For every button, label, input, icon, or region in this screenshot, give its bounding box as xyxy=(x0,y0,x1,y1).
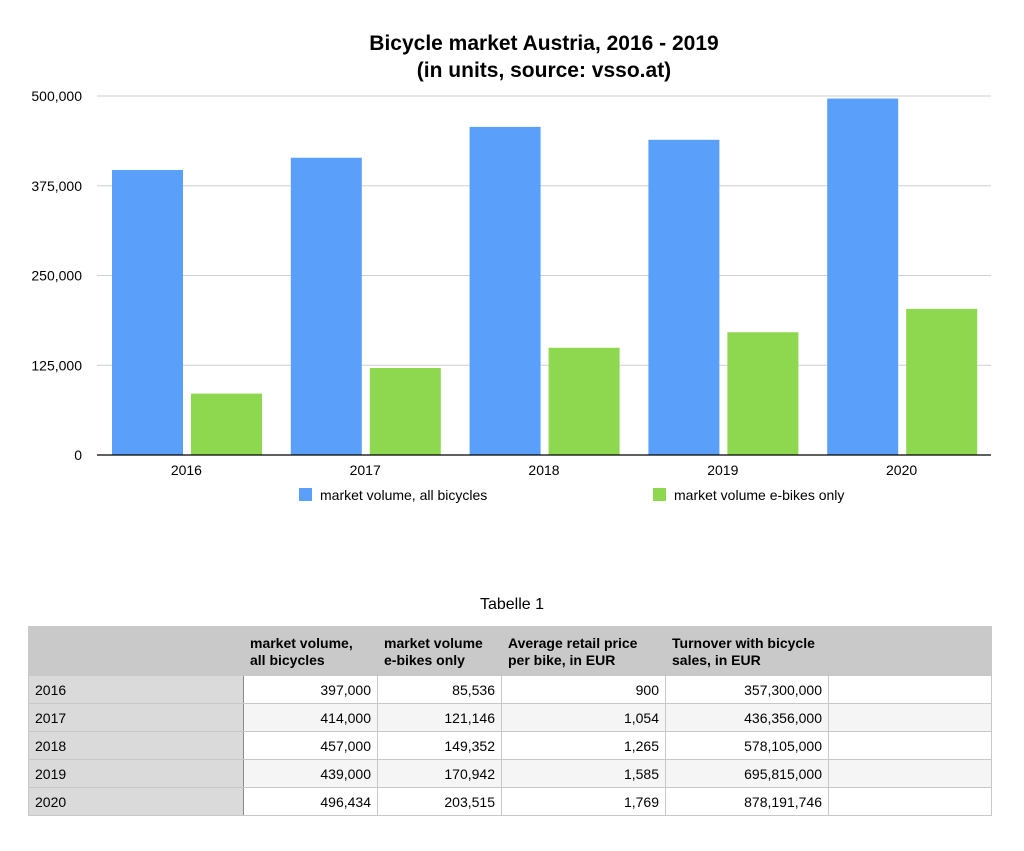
x-tick-label: 2017 xyxy=(350,462,381,478)
table-row-header: 2017 xyxy=(28,703,244,732)
x-tick-label: 2020 xyxy=(886,462,917,478)
legend-swatch xyxy=(653,488,666,501)
y-tick-label: 500,000 xyxy=(31,88,82,104)
table-cell: 1,769 xyxy=(501,787,666,816)
table-row: 2016 397,000 85,536 900 357,300,000 xyxy=(28,675,992,704)
table-cell: 695,815,000 xyxy=(665,759,829,788)
legend-swatch xyxy=(299,488,312,501)
table-cell: 170,942 xyxy=(377,759,502,788)
table-cell: 203,515 xyxy=(377,787,502,816)
table-cell: 496,434 xyxy=(243,787,378,816)
bars xyxy=(112,98,978,456)
bar-ebikes xyxy=(727,332,799,455)
bar-ebikes xyxy=(369,368,441,455)
table-cell: 457,000 xyxy=(243,731,378,760)
table-header-cell: market volume e-bikes only xyxy=(377,626,502,676)
table-cell: 149,352 xyxy=(377,731,502,760)
table-cell xyxy=(828,675,992,704)
bar-ebikes xyxy=(906,308,978,455)
bar-all-bicycles xyxy=(827,98,899,455)
y-tick-label: 250,000 xyxy=(31,268,82,284)
bar-all-bicycles xyxy=(469,126,541,456)
table-cell: 1,054 xyxy=(501,703,666,732)
table-cell: 578,105,000 xyxy=(665,731,829,760)
table-cell: 878,191,746 xyxy=(665,787,829,816)
table-row: 2020 496,434 203,515 1,769 878,191,746 xyxy=(28,787,992,816)
table-cell: 436,356,000 xyxy=(665,703,829,732)
table-cell: 439,000 xyxy=(243,759,378,788)
table-header-row: market volume, all bicycles market volum… xyxy=(28,626,992,676)
table-cell: 414,000 xyxy=(243,703,378,732)
table-row-header: 2016 xyxy=(28,675,244,704)
bar-ebikes xyxy=(548,347,620,455)
chart-title: Bicycle market Austria, 2016 - 2019 xyxy=(369,32,718,55)
table-header-cell: Average retail price per bike, in EUR xyxy=(501,626,666,676)
y-tick-label: 125,000 xyxy=(31,357,82,373)
table-header-cell xyxy=(28,626,244,676)
bar-all-bicycles xyxy=(112,169,183,456)
legend-label: market volume e-bikes only xyxy=(674,487,844,503)
table-header-cell xyxy=(828,626,992,676)
table-row-header: 2020 xyxy=(28,787,244,816)
table-cell xyxy=(828,703,992,732)
legend-label: market volume, all bicycles xyxy=(320,487,487,503)
table-cell xyxy=(828,759,992,788)
bar-all-bicycles xyxy=(290,157,362,456)
table-cell xyxy=(828,787,992,816)
table-cell: 121,146 xyxy=(377,703,502,732)
table-row: 2019 439,000 170,942 1,585 695,815,000 xyxy=(28,759,992,788)
legend: market volume, all bicycles market volume… xyxy=(299,487,844,503)
table-row: 2017 414,000 121,146 1,054 436,356,000 xyxy=(28,703,992,732)
table-cell: 900 xyxy=(501,675,666,704)
table-cell: 1,265 xyxy=(501,731,666,760)
bar-ebikes xyxy=(191,393,262,455)
y-tick-label: 0 xyxy=(74,447,82,463)
table-cell: 397,000 xyxy=(243,675,378,704)
x-tick-label: 2016 xyxy=(171,462,202,478)
table-caption: Tabelle 1 xyxy=(479,596,545,613)
x-tick-label: 2018 xyxy=(528,462,559,478)
y-tick-label: 375,000 xyxy=(31,178,82,194)
table-row-header: 2019 xyxy=(28,759,244,788)
data-table: market volume, all bicycles market volum… xyxy=(28,626,992,816)
table-row-header: 2018 xyxy=(28,731,244,760)
table-cell: 85,536 xyxy=(377,675,502,704)
table-header-cell: market volume, all bicycles xyxy=(243,626,378,676)
axes: 0 125,000 250,000 375,000 500,000 2016 2017 201… xyxy=(31,88,991,478)
table-cell: 1,585 xyxy=(501,759,666,788)
bar-chart: Bicycle market Austria, 2016 - 2019 (in … xyxy=(31,32,991,503)
table-cell: 357,300,000 xyxy=(665,675,829,704)
table-header-cell: Turnover with bicycle sales, in EUR xyxy=(665,626,829,676)
bar-all-bicycles xyxy=(648,139,720,455)
chart-subtitle: (in units, source: vsso.at) xyxy=(417,59,671,82)
x-tick-label: 2019 xyxy=(707,462,738,478)
table-cell xyxy=(828,731,992,760)
table-row: 2018 457,000 149,352 1,265 578,105,000 xyxy=(28,731,992,760)
